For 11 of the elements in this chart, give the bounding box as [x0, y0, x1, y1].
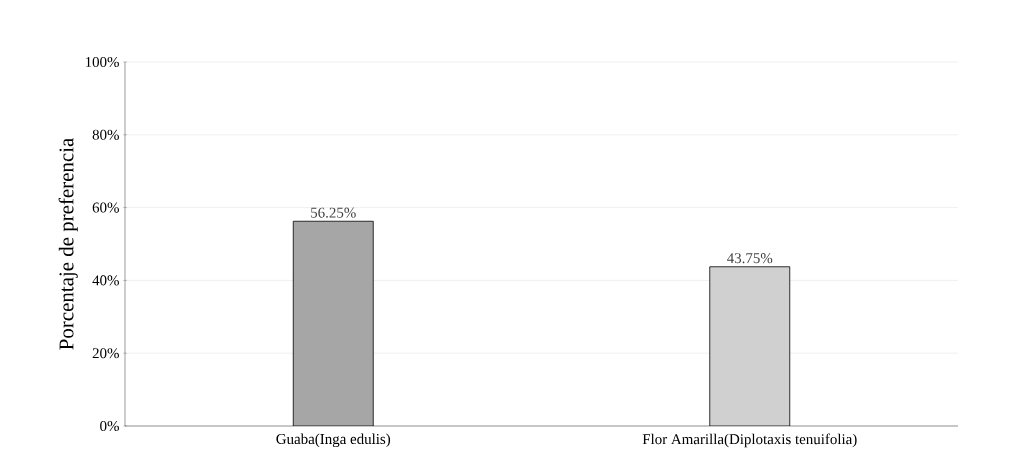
- x-tick-label: Guaba(Inga edulis): [276, 433, 391, 448]
- y-tick-label: 60%: [92, 202, 119, 213]
- y-axis-title: Porcentaje de preferencia: [58, 137, 78, 350]
- y-tick-label: 0%: [100, 420, 119, 432]
- y-tick-label: 100%: [85, 56, 119, 68]
- y-tick-label: 20%: [92, 348, 119, 359]
- x-tick-label: Flor Amarilla(Diplotaxis tenuifolia): [642, 433, 857, 448]
- y-tick-label: 40%: [92, 275, 119, 286]
- data-label: 43.75%: [727, 253, 773, 264]
- y-tick-label: 80%: [92, 129, 119, 140]
- data-label: 56.25%: [311, 207, 356, 218]
